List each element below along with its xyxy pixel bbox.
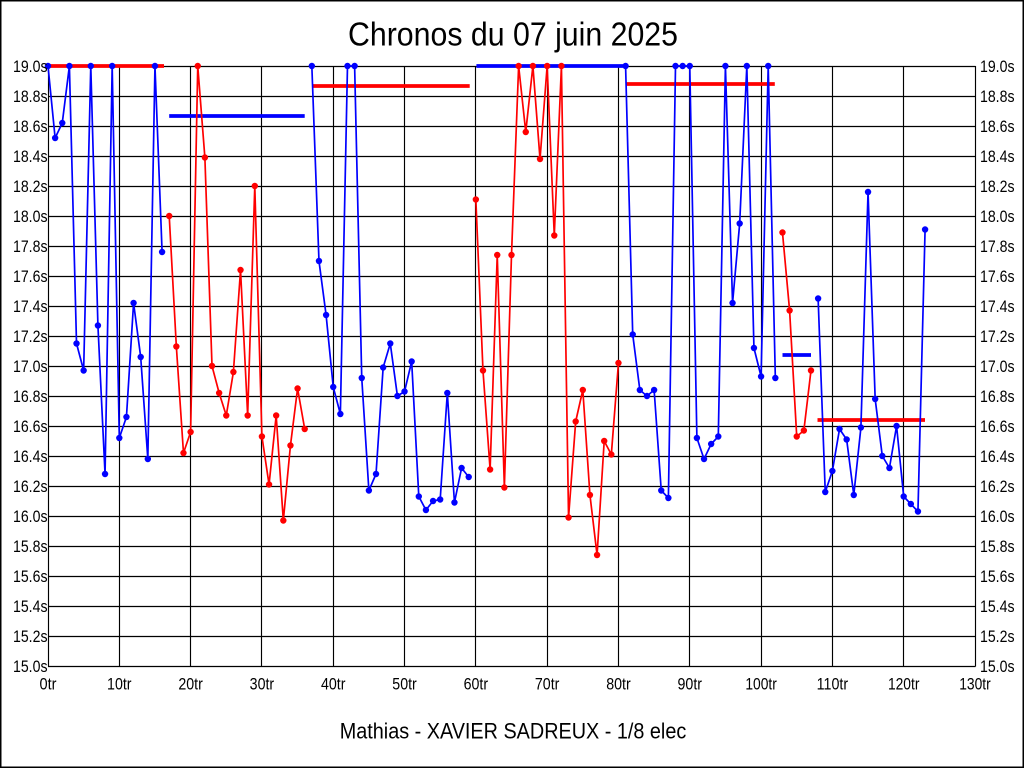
svg-text:15.6s: 15.6s (980, 568, 1015, 586)
svg-text:15.8s: 15.8s (13, 538, 48, 556)
svg-text:15.6s: 15.6s (13, 568, 48, 586)
svg-text:17.4s: 17.4s (980, 298, 1015, 316)
svg-text:18.8s: 18.8s (980, 88, 1015, 106)
svg-text:16.2s: 16.2s (13, 478, 48, 496)
svg-text:18.2s: 18.2s (980, 178, 1015, 196)
svg-text:15.4s: 15.4s (13, 598, 48, 616)
svg-text:130tr: 130tr (959, 676, 991, 694)
svg-text:100tr: 100tr (745, 676, 777, 694)
svg-text:16.2s: 16.2s (980, 478, 1015, 496)
svg-text:18.6s: 18.6s (13, 118, 48, 136)
svg-text:16.8s: 16.8s (980, 388, 1015, 406)
svg-text:18.0s: 18.0s (13, 208, 48, 226)
svg-text:17.4s: 17.4s (13, 298, 48, 316)
svg-text:17.2s: 17.2s (980, 328, 1015, 346)
svg-text:16.0s: 16.0s (13, 508, 48, 526)
svg-text:16.8s: 16.8s (13, 388, 48, 406)
svg-text:0tr: 0tr (40, 676, 57, 694)
svg-text:10tr: 10tr (107, 676, 132, 694)
svg-text:110tr: 110tr (817, 676, 849, 694)
svg-text:15.4s: 15.4s (980, 598, 1015, 616)
svg-text:18.0s: 18.0s (980, 208, 1015, 226)
svg-text:18.6s: 18.6s (980, 118, 1015, 136)
svg-text:16.6s: 16.6s (980, 418, 1015, 436)
svg-text:16.4s: 16.4s (13, 448, 48, 466)
svg-text:17.6s: 17.6s (980, 268, 1015, 286)
svg-text:17.0s: 17.0s (13, 358, 48, 376)
svg-text:18.2s: 18.2s (13, 178, 48, 196)
svg-text:50tr: 50tr (392, 676, 417, 694)
svg-text:Chronos du 07 juin 2025: Chronos du 07 juin 2025 (348, 15, 678, 52)
svg-text:19.0s: 19.0s (13, 58, 48, 76)
svg-text:16.0s: 16.0s (980, 508, 1015, 526)
svg-text:17.8s: 17.8s (980, 238, 1015, 256)
svg-text:18.4s: 18.4s (980, 148, 1015, 166)
svg-text:16.4s: 16.4s (980, 448, 1015, 466)
svg-text:15.0s: 15.0s (13, 658, 48, 676)
svg-text:19.0s: 19.0s (980, 58, 1015, 76)
svg-text:80tr: 80tr (606, 676, 631, 694)
svg-text:15.2s: 15.2s (13, 628, 48, 646)
svg-text:16.6s: 16.6s (13, 418, 48, 436)
svg-text:70tr: 70tr (535, 676, 560, 694)
svg-text:18.4s: 18.4s (13, 148, 48, 166)
svg-text:15.0s: 15.0s (980, 658, 1015, 676)
svg-text:18.8s: 18.8s (13, 88, 48, 106)
svg-text:17.2s: 17.2s (13, 328, 48, 346)
svg-text:17.8s: 17.8s (13, 238, 48, 256)
svg-text:20tr: 20tr (178, 676, 203, 694)
svg-text:17.0s: 17.0s (980, 358, 1015, 376)
svg-text:17.6s: 17.6s (13, 268, 48, 286)
svg-text:60tr: 60tr (464, 676, 489, 694)
svg-text:30tr: 30tr (250, 676, 275, 694)
svg-text:Mathias - XAVIER SADREUX - 1/8: Mathias - XAVIER SADREUX - 1/8 elec (340, 719, 687, 744)
svg-text:120tr: 120tr (888, 676, 920, 694)
svg-text:40tr: 40tr (321, 676, 346, 694)
svg-text:90tr: 90tr (678, 676, 703, 694)
svg-text:15.2s: 15.2s (980, 628, 1015, 646)
svg-text:15.8s: 15.8s (980, 538, 1015, 556)
